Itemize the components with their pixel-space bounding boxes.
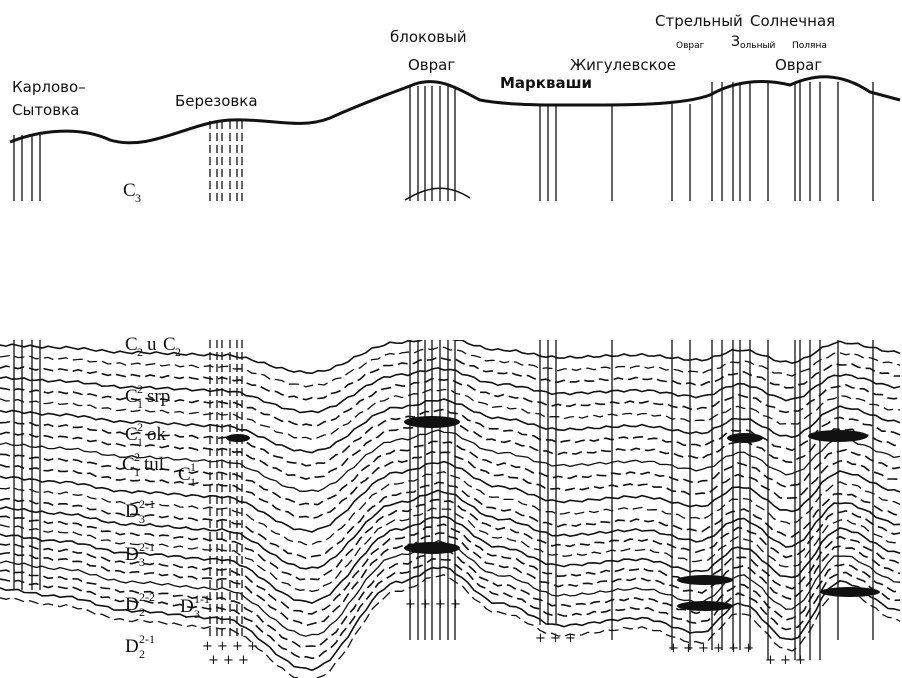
top-layer (405, 188, 470, 200)
lens (226, 434, 250, 442)
svg-text:+ + + +: + + + + (202, 639, 258, 654)
stratum-symbol: C (178, 464, 191, 485)
stratum-superscript: 2 (137, 382, 143, 396)
lens (404, 416, 460, 428)
location-label: Поляна (792, 41, 827, 51)
stratum-subscript: 1 (134, 465, 140, 479)
stratum-superscript: 2-1 (139, 540, 155, 554)
stratum-subscript: 1 (190, 475, 196, 489)
location-label: З (731, 34, 740, 50)
location-label: Овраг (775, 56, 822, 74)
location-label: Березовка (175, 92, 258, 110)
lens (404, 542, 460, 554)
svg-text:+ + + + + +: + + + + + + (668, 641, 754, 656)
stratum-symbol: D (125, 636, 139, 657)
stratum-symbol: C (163, 334, 176, 355)
location-label: Карлово– (12, 78, 86, 96)
location-label: ольный (740, 41, 776, 51)
lens (808, 430, 868, 442)
stratum-symbol: C (122, 454, 135, 475)
stratum-symbol: D (125, 501, 139, 522)
stratum-subscript: 3 (139, 555, 145, 569)
stratum-subscript: 2 (175, 345, 181, 359)
stratum-symbol: C (125, 334, 138, 355)
upper-section (10, 77, 900, 201)
stratum-symbol: D (125, 544, 139, 565)
stratum-symbol: C (123, 180, 136, 201)
stratum-superscript: 1-1 (194, 592, 210, 606)
stratum-symbol: C (125, 386, 138, 407)
stratum-superscript: 1 (190, 460, 196, 474)
stratum-suffix: u (147, 334, 157, 355)
stratum-superscript: 2-2 (139, 590, 155, 604)
location-label: Стрельный (655, 12, 743, 30)
stratum-label: D1-13 (180, 592, 210, 621)
stratum-superscript: 2-1 (139, 632, 155, 646)
svg-text:+ + + +: + + + + (405, 597, 461, 612)
stratum-subscript: 2 (139, 605, 145, 619)
location-label: Овраг (676, 41, 705, 51)
stratum-subscript: 1 (137, 435, 143, 449)
stratum-superscript: 2 (137, 420, 143, 434)
stratum-suffix: srp (147, 386, 170, 407)
stratum-subscript: 2 (139, 647, 145, 661)
stratum-label: C3 (123, 180, 141, 205)
lens (727, 433, 763, 443)
location-label: блоковый (390, 28, 467, 46)
svg-text:+ + +: + + + (765, 653, 806, 668)
stratum-suffix: ok (147, 424, 167, 445)
svg-text:+ + +: + + + (208, 653, 249, 668)
stratum-subscript: 3 (135, 191, 141, 205)
stratum-subscript: 3 (194, 607, 200, 621)
stratum-superscript: 2-1 (139, 497, 155, 511)
stratum-symbol: D (180, 596, 194, 617)
stratum-symbol: C (125, 424, 138, 445)
cross-section: + + + ++ + + + + + ++ + + + + + + + ++ +… (0, 0, 902, 678)
stratum-subscript: 3 (139, 512, 145, 526)
location-label: Солнечная (750, 12, 835, 30)
stratum-subscript: 2 (137, 345, 143, 359)
lens (677, 575, 733, 585)
svg-text:+ + +: + + + (535, 631, 576, 646)
location-label: Овраг (408, 56, 455, 74)
location-label: Маркваши (500, 74, 592, 92)
location-label: Жигулевское (570, 56, 676, 74)
stratum-symbol: D (125, 594, 139, 615)
location-label: Сытовка (12, 101, 79, 119)
stratum-superscript: 2 (134, 450, 140, 464)
stratum-subscript: 1 (137, 397, 143, 411)
lens (677, 601, 733, 611)
lens (820, 587, 880, 597)
stratum-suffix: tul (144, 454, 164, 475)
stratum-label: C2 (163, 334, 181, 359)
